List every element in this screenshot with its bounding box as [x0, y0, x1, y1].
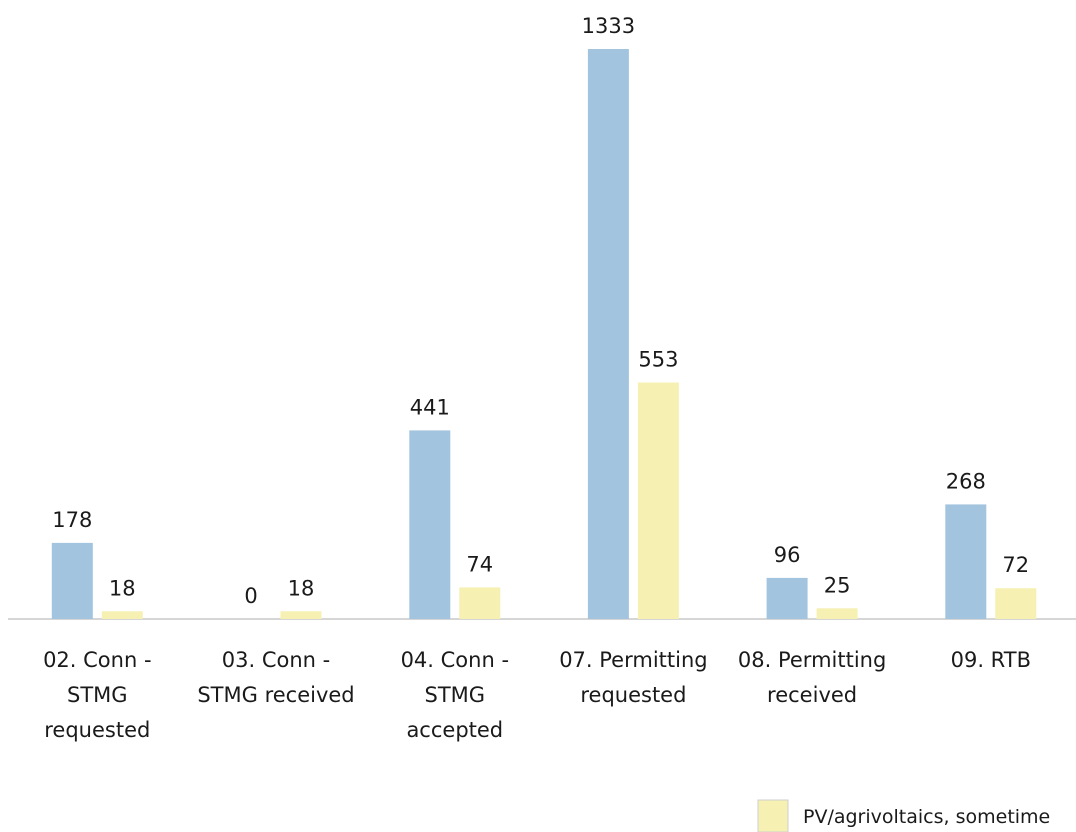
category-label-1-line-3: requested [44, 718, 150, 742]
category-label-5-line-1: 08. Permitting [738, 648, 886, 672]
value-label-series-2-cat-5: 25 [824, 573, 851, 597]
value-label-series-1-cat-3: 441 [410, 395, 450, 419]
category-label-3-line-1: 04. Conn - [401, 648, 509, 672]
category-label-2-line-2: STMG received [197, 683, 354, 707]
value-label-series-2-cat-3: 74 [466, 552, 493, 576]
value-labels-group: 178 18 0 18 441 74 1333 553 96 25 268 72 [52, 14, 1029, 608]
bar-series-1-cat-3 [409, 430, 451, 619]
bar-series-2-cat-5 [816, 608, 858, 619]
bars-group [51, 49, 1037, 619]
category-label-5-line-2: received [767, 683, 857, 707]
bar-series-1-cat-6 [945, 504, 987, 619]
value-label-series-1-cat-6: 268 [946, 469, 986, 493]
category-label-3-line-2: STMG [425, 683, 486, 707]
category-label-3-line-3: accepted [406, 718, 503, 742]
category-labels-group: 02. Conn - STMG requested 03. Conn - STMG re… [43, 648, 1031, 742]
legend-label-series-2: PV/agrivoltaics, sometime [803, 806, 1050, 828]
value-label-series-2-cat-1: 18 [109, 576, 136, 600]
bar-series-1-cat-5 [766, 577, 808, 619]
value-label-series-2-cat-2: 18 [288, 576, 315, 600]
bar-series-2-cat-4 [637, 382, 679, 619]
bar-series-2-cat-6 [995, 588, 1037, 619]
legend-swatch-series-2 [757, 799, 789, 832]
value-label-series-1-cat-5: 96 [774, 543, 801, 567]
value-label-series-1-cat-1: 178 [52, 508, 92, 532]
bar-series-2-cat-2 [280, 611, 322, 619]
category-label-4-line-2: requested [580, 683, 686, 707]
value-label-series-2-cat-4: 553 [638, 348, 678, 372]
category-label-1-line-2: STMG [67, 683, 128, 707]
category-label-4-line-1: 07. Permitting [559, 648, 707, 672]
value-label-series-2-cat-6: 72 [1002, 553, 1029, 577]
value-label-series-1-cat-4: 1333 [582, 14, 635, 38]
legend: PV/agrivoltaics, sometime [757, 799, 1050, 832]
bar-series-1-cat-4 [587, 49, 629, 619]
category-label-6-line-1: 09. RTB [951, 648, 1031, 672]
bar-series-2-cat-1 [101, 611, 143, 619]
bar-series-1-cat-1 [51, 542, 93, 619]
bar-series-2-cat-3 [459, 587, 501, 619]
category-label-2-line-1: 03. Conn - [222, 648, 330, 672]
value-label-series-1-cat-2: 0 [244, 584, 257, 608]
category-label-1-line-1: 02. Conn - [43, 648, 151, 672]
